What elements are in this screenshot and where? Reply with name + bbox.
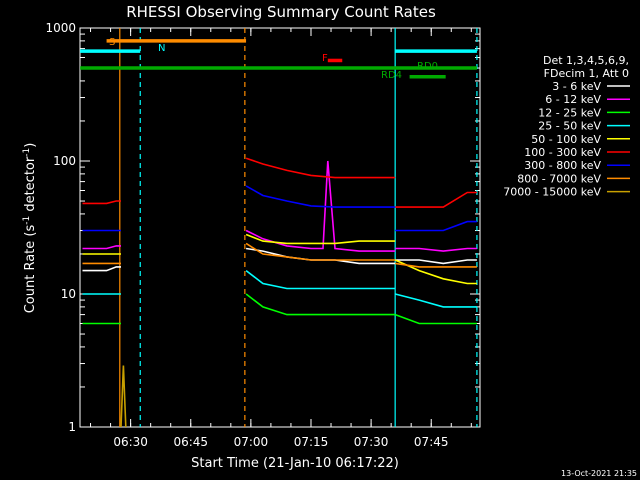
legend-label-0: 3 - 6 keV: [552, 80, 601, 93]
x-tick-label-2: 07:00: [234, 435, 269, 449]
series-line-5-seg-1: [245, 157, 396, 179]
legend-label-4: 50 - 100 keV: [531, 133, 601, 146]
flag-label-rd4: RD4: [381, 70, 402, 81]
chart-title: RHESSI Observing Summary Count Rates: [126, 3, 436, 21]
legend-header-line2: FDecim 1, Att 0: [544, 67, 629, 80]
series-line-1-seg-0: [82, 245, 121, 250]
x-tick-label-5: 07:45: [414, 435, 449, 449]
series-line-3-seg-1: [245, 269, 396, 290]
series-line-5-seg-2: [395, 191, 477, 208]
legend-header-line1: Det 1,3,4,5,6,9,: [543, 54, 629, 67]
x-tick-label-4: 07:30: [354, 435, 389, 449]
legend-label-8: 7000 - 15000 keV: [503, 186, 601, 199]
series-line-1-seg-2: [395, 247, 477, 252]
legend: Det 1,3,4,5,6,9, FDecim 1, Att 0 3 - 6 k…: [503, 54, 630, 199]
series-line-7-seg-2: [395, 262, 477, 268]
x-tick-label-3: 07:15: [294, 435, 329, 449]
legend-label-6: 300 - 800 keV: [524, 159, 601, 172]
series-line-2-seg-2: [394, 313, 477, 325]
legend-label-1: 6 - 12 keV: [545, 93, 601, 106]
series-line-6-seg-2: [395, 220, 477, 232]
series-line-7-seg-1: [245, 242, 396, 261]
series-line-8-seg-0: [120, 365, 127, 428]
x-tick-label-1: 06:45: [173, 435, 208, 449]
y-tick-label-0: 1: [68, 420, 76, 434]
x-axis-label: Start Time (21-Jan-10 06:17:22): [191, 456, 399, 471]
flag-label-f: F: [322, 53, 328, 64]
series-line-2-seg-1: [245, 293, 396, 316]
series-line-0-seg-0: [82, 266, 121, 272]
series-line-5-seg-0: [82, 200, 121, 205]
event-vertical-lines: [119, 28, 478, 427]
series-line-3-seg-2: [395, 293, 477, 308]
series-lines: [82, 157, 477, 428]
flag-label-s: S: [109, 37, 115, 48]
y-tick-label-2: 100: [53, 154, 76, 168]
x-tick-label-0: 06:30: [113, 435, 148, 449]
legend-label-2: 12 - 25 keV: [538, 106, 601, 119]
y-axis-label: Count Rate (s-1 detector-1): [22, 143, 38, 314]
series-line-4-seg-1: [245, 233, 396, 245]
flag-label-rd0: RD0: [417, 61, 438, 72]
series-line-4-seg-2: [394, 259, 477, 285]
y-tick-label-1: 10: [61, 287, 76, 301]
y-axis-ticks: 1 10 100 1000: [45, 21, 480, 434]
legend-label-7: 800 - 7000 keV: [517, 172, 601, 185]
series-line-6-seg-1: [245, 185, 396, 208]
plot-frame: [79, 27, 481, 428]
flag-label-n: N: [158, 43, 165, 54]
series-line-0-seg-2: [395, 259, 477, 265]
flag-bars: [80, 39, 477, 79]
x-axis-ticks: 06:30 06:45 07:00 07:15 07:30 07:45: [90, 28, 472, 449]
y-tick-label-3: 1000: [45, 21, 76, 35]
timestamp: 13-Oct-2021 21:35: [561, 469, 637, 478]
legend-label-3: 25 - 50 keV: [538, 120, 601, 133]
legend-label-5: 100 - 300 keV: [524, 146, 601, 159]
